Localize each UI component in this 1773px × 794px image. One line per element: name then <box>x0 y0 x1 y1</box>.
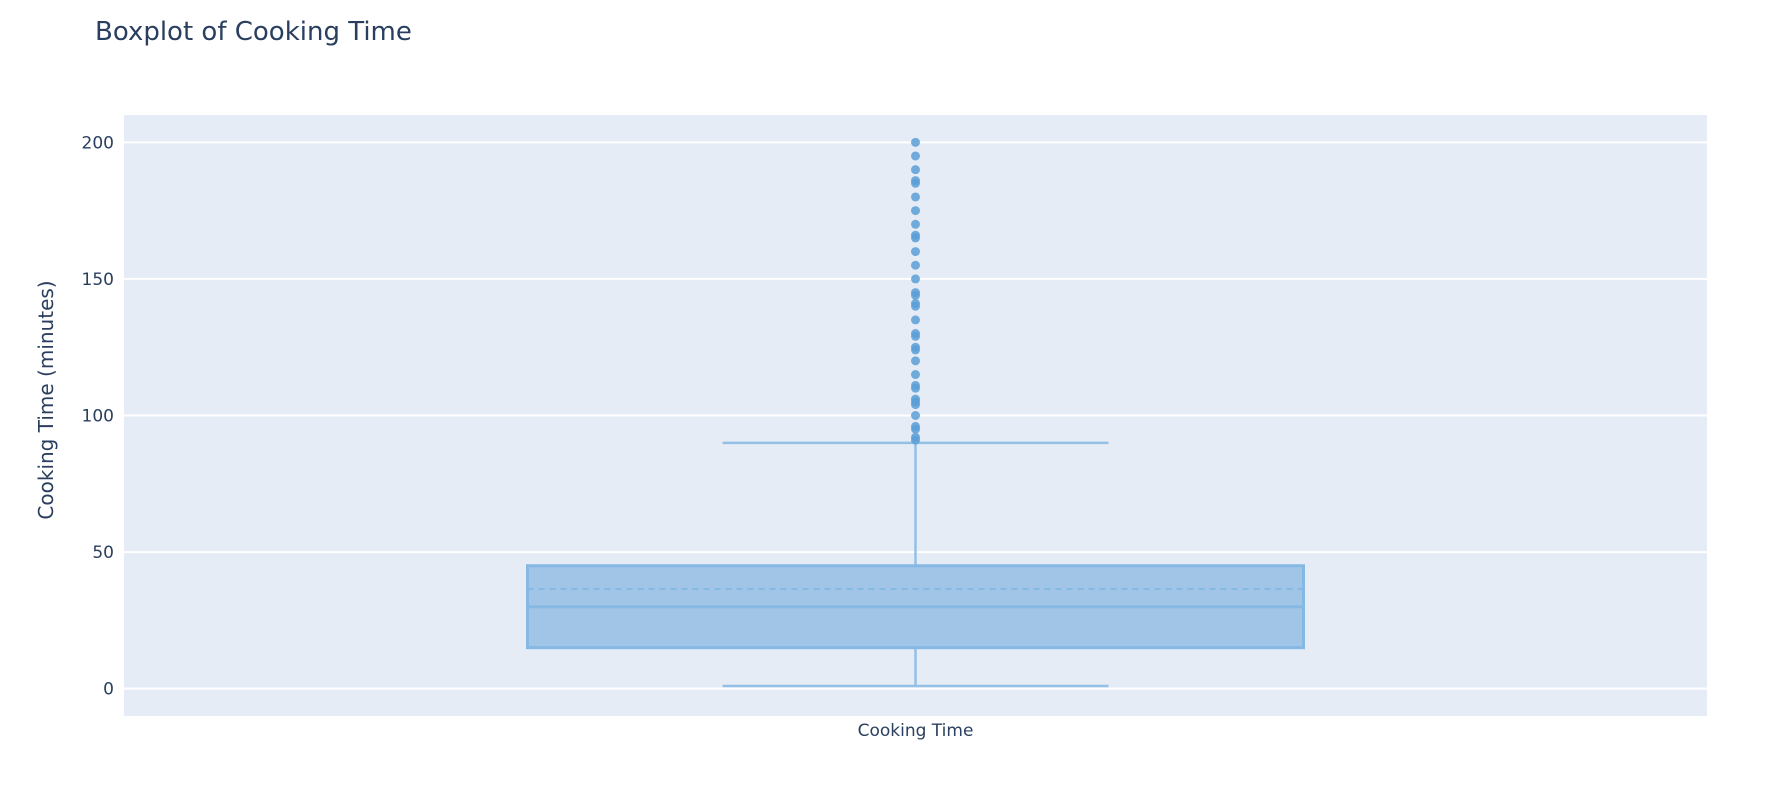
outlier-point <box>911 432 920 442</box>
outlier-point <box>911 206 920 216</box>
outlier-point <box>911 342 920 352</box>
outlier-point <box>911 230 920 240</box>
y-axis-title: Cooking Time (minutes) <box>34 280 58 519</box>
y-tick-label: 50 <box>92 543 114 563</box>
outlier-point <box>911 356 920 366</box>
x-tick-label: Cooking Time <box>858 721 974 741</box>
outlier-point <box>911 176 920 186</box>
outlier-point <box>911 329 920 339</box>
outlier-point <box>911 421 920 431</box>
chart-title: Boxplot of Cooking Time <box>95 17 412 47</box>
outlier-point <box>911 370 920 380</box>
outlier-point <box>911 394 920 404</box>
outlier-point <box>911 411 920 420</box>
outlier-point <box>911 288 920 298</box>
y-tick-label: 100 <box>82 407 114 427</box>
outlier-point <box>911 315 920 325</box>
y-tick-label: 0 <box>103 680 114 700</box>
outlier-point <box>911 247 920 257</box>
outlier-point <box>911 151 920 161</box>
outlier-point <box>911 260 920 270</box>
y-tick-label: 200 <box>82 133 114 153</box>
outlier-point <box>911 165 920 175</box>
outlier-point <box>911 274 920 284</box>
outlier-point <box>911 219 920 229</box>
outlier-point <box>911 380 920 390</box>
y-tick-label: 150 <box>82 270 114 290</box>
outlier-point <box>911 137 920 147</box>
outlier-point <box>911 192 920 202</box>
plot-area: 0 50 100 150 200 Cooking Time <box>82 115 1707 741</box>
outlier-point <box>911 298 920 308</box>
